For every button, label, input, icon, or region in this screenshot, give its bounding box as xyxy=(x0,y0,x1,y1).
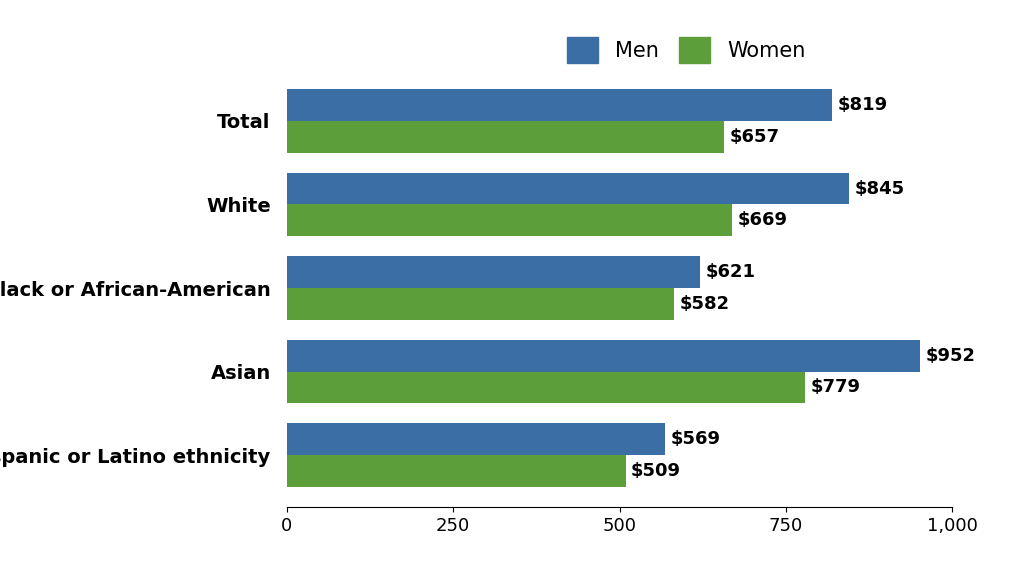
Text: $669: $669 xyxy=(737,211,787,229)
Bar xyxy=(287,372,805,403)
Bar xyxy=(287,256,700,288)
Text: $582: $582 xyxy=(680,295,729,313)
Bar xyxy=(287,173,849,204)
Text: $569: $569 xyxy=(671,430,721,448)
Bar xyxy=(287,455,626,487)
Text: $657: $657 xyxy=(729,128,779,146)
Text: $509: $509 xyxy=(631,462,681,480)
Bar xyxy=(287,89,831,121)
Bar xyxy=(287,423,666,455)
Bar xyxy=(287,288,674,320)
Text: $845: $845 xyxy=(854,180,904,198)
Text: $621: $621 xyxy=(706,263,756,281)
Bar xyxy=(287,121,724,153)
Bar xyxy=(287,340,921,372)
Bar xyxy=(287,204,732,236)
Text: $819: $819 xyxy=(838,96,888,114)
Text: $779: $779 xyxy=(811,378,860,396)
Legend: Men, Women: Men, Women xyxy=(556,27,816,73)
Text: $952: $952 xyxy=(926,347,976,365)
